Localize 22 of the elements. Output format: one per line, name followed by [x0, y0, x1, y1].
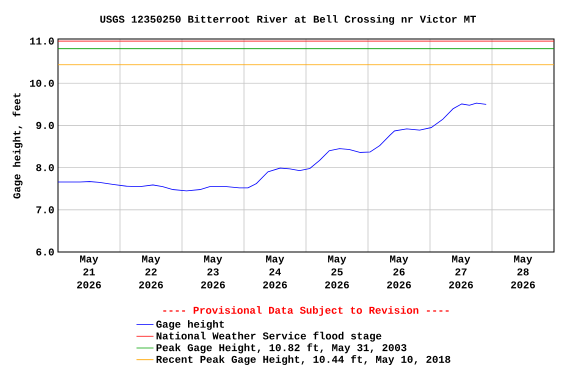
chart-title: USGS 12350250 Bitterroot River at Bell Crossing nr Victor MT — [100, 15, 476, 25]
legend-label: National Weather Service flood stage — [156, 332, 382, 342]
y-tick-label: 10.0 — [30, 80, 54, 87]
x-tick-label: May 23 2026 — [201, 256, 225, 288]
x-tick-label: May 26 2026 — [387, 256, 411, 288]
x-tick-label: May 25 2026 — [325, 256, 349, 288]
line-series — [58, 102, 487, 192]
x-tick-label: May 22 2026 — [139, 256, 163, 288]
legend-label: Recent Peak Gage Height, 10.44 ft, May 10, 2018 — [156, 355, 450, 366]
y-axis-title: Gage height, feet — [12, 93, 23, 198]
legend-label: Gage height — [156, 320, 224, 330]
y-tick-label: 6.0 — [36, 248, 54, 256]
x-tick-label: May 24 2026 — [263, 256, 287, 288]
y-tick-label: 7.0 — [36, 206, 54, 214]
y-tick-label: 9.0 — [36, 122, 54, 130]
x-tick-label: May 27 2026 — [449, 256, 473, 288]
text: ---- Provisional Data Subject to Revision ---- — [163, 306, 449, 316]
legend-label: Peak Gage Height, 10.82 ft, May 31, 2003 — [156, 343, 406, 354]
y-tick-label: 11.0 — [30, 38, 54, 45]
x-tick-label: May 21 2026 — [77, 256, 101, 288]
x-tick-label: May 28 2026 — [511, 256, 535, 288]
y-tick-label: 8.0 — [36, 164, 54, 172]
